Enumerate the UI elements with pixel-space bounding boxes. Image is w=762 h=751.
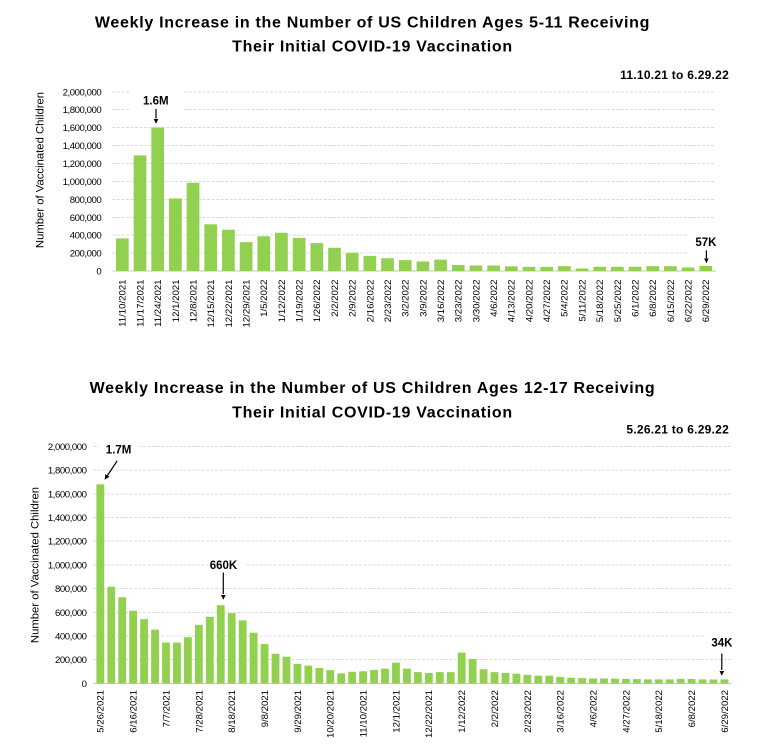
svg-text:400,000: 400,000 [55,632,87,643]
svg-text:4/27/2022: 4/27/2022 [542,280,553,323]
svg-text:2/9/2022: 2/9/2022 [348,280,359,317]
svg-text:1,800,000: 1,800,000 [63,105,102,116]
svg-text:57K: 57K [695,237,717,249]
svg-text:12/22/2021: 12/22/2021 [224,280,235,328]
svg-text:400,000: 400,000 [70,231,102,242]
svg-text:2/23/2022: 2/23/2022 [383,280,394,323]
svg-text:1,600,000: 1,600,000 [63,123,102,134]
svg-text:1,200,000: 1,200,000 [48,537,87,548]
svg-text:0: 0 [96,267,101,278]
svg-text:2,000,000: 2,000,000 [48,442,87,453]
svg-text:Weekly Increase in the Number: Weekly Increase in the Number of US Chil… [90,380,656,397]
svg-text:5/18/2022: 5/18/2022 [595,280,606,323]
svg-text:1/12/2022: 1/12/2022 [457,690,468,733]
svg-text:4/6/2022: 4/6/2022 [489,280,500,317]
svg-text:3/2/2022: 3/2/2022 [401,280,412,317]
svg-text:1,000,000: 1,000,000 [63,177,102,188]
svg-text:Their Initial COVID-19 Vaccina: Their Initial COVID-19 Vaccination [232,39,513,56]
svg-text:5.26.21 to 6.29.22: 5.26.21 to 6.29.22 [626,423,729,437]
svg-text:12/8/2021: 12/8/2021 [188,280,199,323]
svg-text:10/20/2021: 10/20/2021 [326,690,337,738]
svg-text:1,600,000: 1,600,000 [48,489,87,500]
svg-text:5/11/2022: 5/11/2022 [577,280,588,322]
svg-text:3/9/2022: 3/9/2022 [418,280,429,317]
svg-text:1,000,000: 1,000,000 [48,560,87,571]
svg-text:600,000: 600,000 [55,608,87,619]
svg-text:12/15/2021: 12/15/2021 [206,280,217,328]
svg-text:3/23/2022: 3/23/2022 [454,280,465,323]
svg-text:5/4/2022: 5/4/2022 [560,280,571,317]
svg-text:Number of Vaccinated Children: Number of Vaccinated Children [35,92,47,248]
svg-text:12/22/2021: 12/22/2021 [424,690,435,738]
svg-text:6/16/2021: 6/16/2021 [129,690,140,733]
svg-text:12/1/2021: 12/1/2021 [171,280,182,323]
svg-text:5/26/2021: 5/26/2021 [96,690,107,733]
svg-text:6/29/2022: 6/29/2022 [701,280,712,323]
svg-text:6/15/2022: 6/15/2022 [666,280,677,323]
svg-text:200,000: 200,000 [55,655,87,666]
svg-text:5/18/2022: 5/18/2022 [654,690,665,733]
svg-text:660K: 660K [210,560,238,572]
svg-text:1.6M: 1.6M [143,96,169,108]
svg-text:800,000: 800,000 [55,584,87,595]
svg-text:8/18/2021: 8/18/2021 [227,690,238,733]
svg-text:7/7/2021: 7/7/2021 [161,690,172,727]
svg-text:6/8/2022: 6/8/2022 [687,690,698,727]
svg-text:1/26/2022: 1/26/2022 [312,280,323,323]
svg-text:Weekly Increase in the Number: Weekly Increase in the Number of US Chil… [95,14,650,31]
svg-text:Their Initial COVID-19 Vaccina: Their Initial COVID-19 Vaccination [232,404,513,421]
svg-text:1,400,000: 1,400,000 [48,513,87,524]
svg-text:11/17/2021: 11/17/2021 [135,280,146,327]
svg-text:11/24/2021: 11/24/2021 [153,280,164,327]
svg-text:1/19/2022: 1/19/2022 [295,280,306,323]
svg-text:1,400,000: 1,400,000 [63,141,102,152]
svg-text:2/2/2022: 2/2/2022 [330,280,341,317]
svg-text:6/22/2022: 6/22/2022 [684,280,695,323]
svg-text:1,200,000: 1,200,000 [63,159,102,170]
svg-text:4/27/2022: 4/27/2022 [621,690,632,733]
svg-text:6/8/2022: 6/8/2022 [648,280,659,317]
svg-text:7/28/2021: 7/28/2021 [194,690,205,733]
svg-text:6/1/2022: 6/1/2022 [630,280,641,317]
svg-text:2,000,000: 2,000,000 [63,87,102,98]
svg-text:1.7M: 1.7M [106,444,132,456]
svg-text:3/16/2022: 3/16/2022 [436,280,447,323]
svg-text:4/13/2022: 4/13/2022 [507,280,518,323]
svg-text:2/23/2022: 2/23/2022 [523,690,534,733]
svg-text:34K: 34K [711,637,733,649]
svg-text:4/20/2022: 4/20/2022 [524,280,535,323]
svg-text:1/5/2022: 1/5/2022 [259,280,270,317]
svg-text:3/16/2022: 3/16/2022 [556,690,567,733]
svg-text:200,000: 200,000 [70,249,102,260]
svg-text:600,000: 600,000 [70,213,102,224]
svg-text:12/29/2021: 12/29/2021 [242,280,253,328]
svg-text:2/16/2022: 2/16/2022 [365,280,376,323]
svg-text:5/25/2022: 5/25/2022 [613,280,624,323]
svg-text:6/29/2022: 6/29/2022 [720,690,731,733]
svg-text:1,800,000: 1,800,000 [48,466,87,477]
svg-text:0: 0 [82,679,87,690]
svg-text:11/10/2021: 11/10/2021 [359,690,370,737]
svg-text:800,000: 800,000 [70,195,102,206]
svg-text:1/12/2022: 1/12/2022 [277,280,288,323]
svg-text:Number of Vaccinated Children: Number of Vaccinated Children [30,487,42,643]
svg-text:3/30/2022: 3/30/2022 [471,279,482,322]
svg-text:9/8/2021: 9/8/2021 [260,690,271,727]
svg-text:9/29/2021: 9/29/2021 [293,690,304,733]
svg-text:11/10/2021: 11/10/2021 [118,280,129,327]
svg-text:11.10.21 to 6.29.22: 11.10.21 to 6.29.22 [620,68,729,82]
svg-text:12/1/2021: 12/1/2021 [391,690,402,733]
svg-text:4/6/2022: 4/6/2022 [588,690,599,727]
svg-text:2/2/2022: 2/2/2022 [490,690,501,727]
